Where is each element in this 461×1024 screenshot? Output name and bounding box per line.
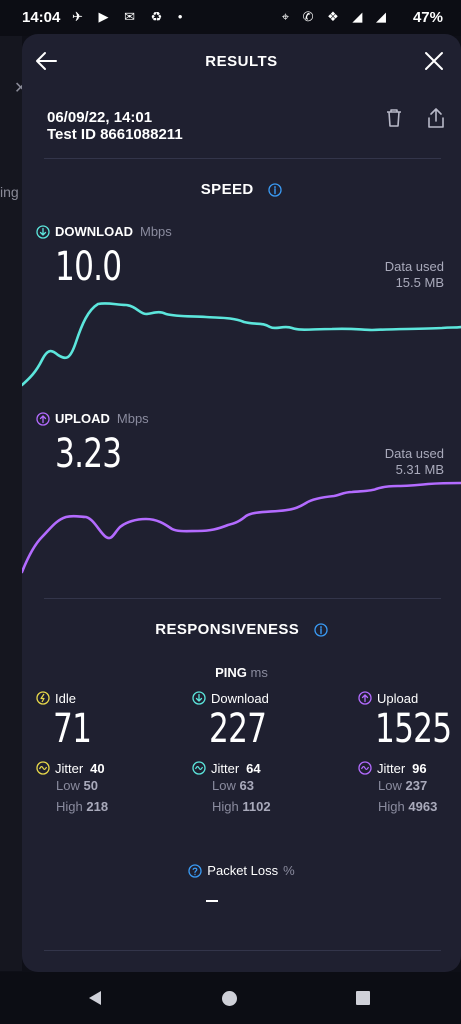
page-title: RESULTS: [205, 53, 278, 70]
packet-loss-unit: %: [283, 863, 295, 878]
ping-label: PING: [215, 665, 247, 680]
responsiveness-info-icon[interactable]: [314, 623, 328, 637]
upload-label-row: UPLOAD Mbps: [36, 411, 149, 426]
upload-arrow-icon: [358, 691, 372, 705]
background-app: ✕ ing: [0, 36, 27, 971]
ping-upload-label: Upload: [377, 690, 419, 706]
ping-download-label: Download: [211, 690, 269, 706]
ping-unit: ms: [250, 665, 268, 680]
download-data-used-value: 15.5 MB: [395, 275, 444, 290]
ping-upload-high: High 4963: [378, 799, 438, 814]
upload-label: UPLOAD: [55, 411, 110, 426]
close-icon: [425, 52, 443, 70]
nav-back-icon[interactable]: [87, 990, 103, 1006]
jitter-download-value: 64: [246, 760, 261, 776]
jitter-idle-value: 40: [90, 760, 105, 776]
packet-loss-value-empty: [206, 900, 218, 902]
jitter-icon: [192, 761, 206, 775]
battery-level: 47%: [412, 9, 443, 26]
ping-column-upload: Upload 1525 Jitter 96 Low 237 High 4963: [358, 690, 461, 820]
download-data-used: Data used 15.5 MB: [385, 259, 444, 291]
arrow-left-icon: [36, 52, 57, 70]
jitter-upload-label: Jitter: [377, 760, 406, 776]
status-bar: 14:04 ✈ ▶ ✉ ♻ • ⌖ ✆ ❖ ◢ ◢ 47%: [0, 0, 461, 36]
jitter-download-label: Jitter: [211, 760, 240, 776]
download-arrow-icon: [36, 224, 50, 239]
download-unit: Mbps: [140, 224, 172, 239]
jitter-download-row: Jitter 64: [192, 758, 282, 778]
ping-idle-low: Low 50: [56, 778, 98, 793]
navigation-bar: [0, 972, 461, 1024]
ping-download-value: 227: [209, 706, 267, 752]
nav-home-button[interactable]: [222, 991, 237, 1006]
upload-unit: Mbps: [116, 411, 149, 426]
upload-data-used-value: 5.31 MB: [395, 462, 444, 477]
responsiveness-title: RESPONSIVENESS: [155, 621, 300, 638]
ping-idle-high: High 218: [56, 799, 109, 814]
status-time: 14:04: [22, 9, 61, 26]
upload-arrow-icon: [36, 411, 50, 426]
download-value: 10.0: [55, 244, 122, 290]
ping-idle-label: Idle: [55, 690, 76, 706]
speed-section-title: SPEED: [22, 181, 461, 198]
jitter-upload-value: 96: [412, 760, 427, 776]
ping-upload-low: Low 237: [378, 778, 428, 793]
jitter-idle-row: Jitter 40: [36, 758, 108, 778]
background-text: ing: [0, 184, 19, 200]
delete-button[interactable]: [382, 106, 406, 130]
download-label: DOWNLOAD: [55, 224, 133, 239]
divider: [44, 598, 441, 599]
ping-idle-label-row: Idle: [36, 690, 108, 706]
idle-icon: [36, 691, 50, 705]
ping-column-idle: Idle 71 Jitter 40 Low 50 High 218: [36, 690, 108, 820]
speed-title: SPEED: [200, 181, 254, 198]
download-arrow-icon: [192, 691, 206, 705]
jitter-icon: [358, 761, 372, 775]
upload-graph: [22, 481, 461, 574]
help-icon[interactable]: [188, 863, 202, 878]
download-label-row: DOWNLOAD Mbps: [36, 224, 172, 239]
divider: [44, 950, 441, 951]
upload-data-used: Data used 5.31 MB: [385, 446, 444, 478]
ping-download-label-row: Download: [192, 690, 282, 706]
jitter-idle-label: Jitter: [55, 760, 84, 776]
ping-header: PING ms: [22, 665, 461, 680]
jitter-upload-row: Jitter 96: [358, 758, 461, 778]
download-graph: [22, 302, 461, 387]
notification-icons: ✈ ▶ ✉ ♻ •: [72, 9, 189, 24]
ping-idle-value: 71: [53, 706, 92, 752]
packet-loss-row: Packet Loss %: [22, 863, 461, 878]
ping-column-download: Download 227 Jitter 64 Low 63 High 1102: [192, 690, 282, 820]
test-id: Test ID 8661088211: [47, 126, 183, 143]
ping-upload-value: 1525: [375, 706, 452, 752]
ping-download-high: High 1102: [212, 799, 271, 814]
responsiveness-section-title: RESPONSIVENESS: [22, 621, 461, 638]
upload-value: 3.23: [55, 431, 122, 477]
system-icons: ⌖ ✆ ❖ ◢ ◢: [281, 9, 391, 24]
jitter-icon: [36, 761, 50, 775]
speed-info-icon[interactable]: [268, 183, 282, 197]
ping-upload-label-row: Upload: [358, 690, 461, 706]
trash-icon: [387, 109, 401, 127]
divider: [44, 158, 441, 159]
download-data-used-label: Data used: [384, 259, 444, 274]
test-datetime: 06/09/22, 14:01: [47, 109, 153, 126]
upload-data-used-label: Data used: [384, 446, 444, 461]
back-button[interactable]: [32, 46, 62, 76]
share-button[interactable]: [424, 106, 448, 130]
ping-download-low: Low 63: [212, 778, 254, 793]
packet-loss-label: Packet Loss: [207, 863, 279, 878]
results-sheet: RESULTS 06/09/22, 14:01 Test ID 86610882…: [22, 34, 461, 972]
nav-recents-button[interactable]: [356, 991, 370, 1005]
share-icon: [428, 108, 444, 128]
close-button[interactable]: [419, 46, 449, 76]
